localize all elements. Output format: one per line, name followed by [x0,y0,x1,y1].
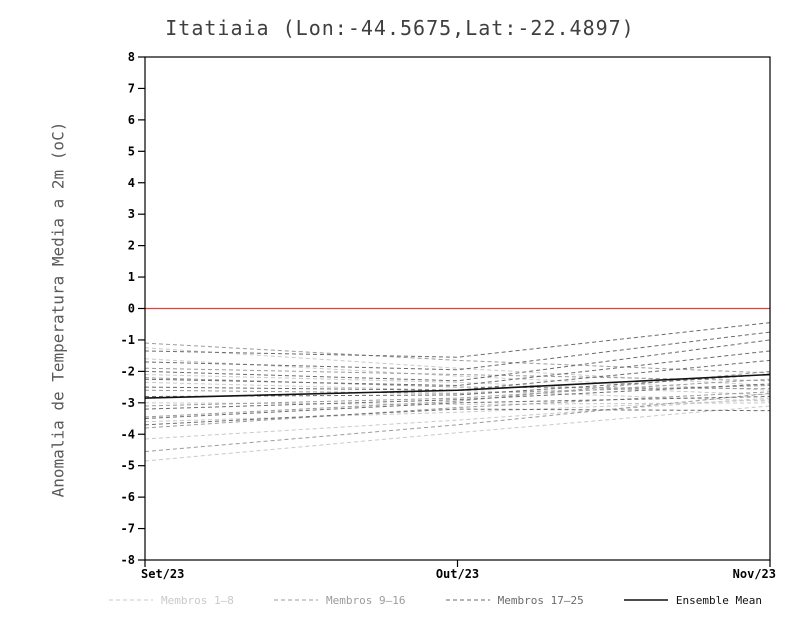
series-line [144,370,771,418]
y-tick-label: -2 [121,364,135,378]
y-tick-label: 1 [128,270,135,284]
legend-label: Membros 17–25 [497,593,584,607]
legend-label: Membros 1–8 [161,593,234,607]
series-line [144,402,771,405]
y-tick-label: 3 [128,207,135,221]
y-tick-label: 8 [128,50,135,64]
legend-line-sample [109,599,153,601]
series-line [144,397,771,440]
legend-label: Membros 9–16 [326,593,406,607]
series-line [144,399,771,423]
y-tick-label: -8 [121,553,135,567]
x-tick-label: Nov/23 [733,567,776,581]
series-line [144,396,771,420]
chart-title: Itatiaia (Lon:-44.5675,Lat:-22.4897) [165,16,635,40]
legend-line-sample [445,599,490,601]
legend-item: Ensemble Mean [623,594,762,607]
series-line [144,381,771,402]
legend-item: Membros 9–16 [273,593,406,607]
series-line [144,374,771,398]
y-tick-label: 4 [128,176,135,190]
series-line [144,383,771,410]
x-tick-label: Set/23 [141,567,184,581]
series-line [144,385,771,394]
legend: Membros 1–8 Membros 9–16 Membros 17–25 Ense… [108,589,762,611]
y-tick-label: -4 [121,427,135,441]
series-line [144,342,771,374]
series-line [144,408,771,426]
y-tick-label: 5 [128,144,135,158]
series-line [144,392,771,453]
y-tick-label: -1 [121,333,135,347]
x-tick-label: Out/23 [436,567,479,581]
series-line [144,367,771,382]
y-tick-label: 2 [128,239,135,253]
series-line [144,331,771,371]
y-tick-label: 0 [128,302,135,316]
y-tick-label: 7 [128,81,135,95]
series-line [144,391,771,429]
series-line [144,359,771,391]
legend-item: Membros 17–25 [445,594,584,607]
series-line [144,374,771,396]
y-tick-label: -6 [121,490,135,504]
series-line [144,378,771,407]
legend-line-sample [623,599,668,601]
legend-line-sample [274,599,319,601]
y-axis-label: Anomalia de Temperatura Media a 2m (oC) [48,121,68,498]
legend-label: Ensemble Mean [675,593,762,607]
series-line [144,339,771,382]
legend-item: Membros 1–8 [108,594,234,607]
y-tick-label: 6 [128,113,135,127]
y-tick-label: -7 [121,522,135,536]
y-tick-label: -5 [121,459,135,473]
series-line [144,373,771,399]
y-tick-label: -3 [121,396,135,410]
